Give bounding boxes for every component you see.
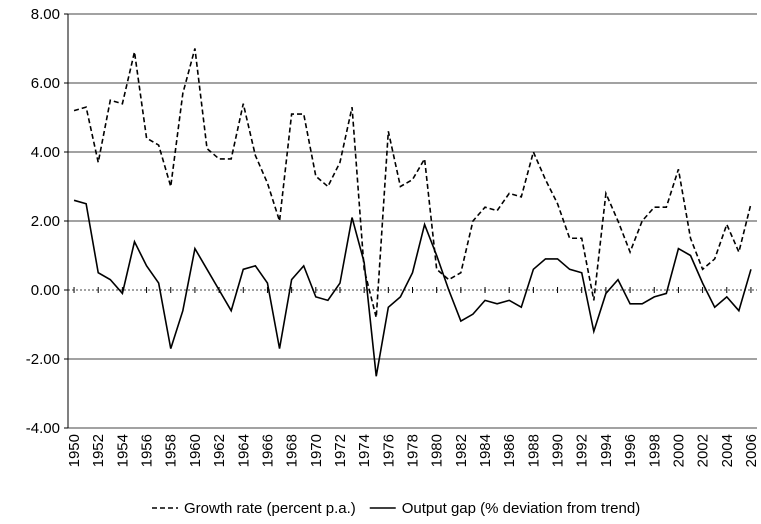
x-tick-label: 1974 [356, 434, 373, 467]
x-tick-label: 1950 [66, 434, 83, 467]
x-tick-label: 1978 [405, 434, 422, 467]
series-line [73, 199, 752, 377]
x-tick-label: 1972 [332, 434, 349, 467]
x-tick-label: 1980 [429, 434, 446, 467]
x-tick-label: 1988 [525, 434, 542, 467]
legend: Growth rate (percent p.a.) Output gap (% … [152, 500, 640, 517]
x-tick-label: 1998 [646, 434, 663, 467]
x-tick-label: 1992 [574, 434, 591, 467]
x-tick-label: 1996 [622, 434, 639, 467]
x-tick-label: 1994 [598, 434, 615, 467]
x-tick-label: 2006 [743, 434, 760, 467]
x-tick-label: 1956 [139, 434, 156, 467]
x-tick-label: 1986 [501, 434, 518, 467]
x-tick-label: 1958 [163, 434, 180, 467]
x-tick-label: 1976 [380, 434, 397, 467]
x-tick-label: 2004 [719, 434, 736, 467]
x-tick-label: 1964 [235, 434, 252, 467]
x-tick-label: 1960 [187, 434, 204, 467]
y-tick-label: 8.00 [31, 6, 60, 23]
x-tick-label: 1982 [453, 434, 470, 467]
y-tick-label: -4.00 [26, 420, 60, 437]
legend-label: Output gap (% deviation from trend) [402, 500, 640, 517]
x-tick-label: 2002 [695, 434, 712, 467]
x-tick-label: 1970 [308, 434, 325, 467]
x-tick-label: 1968 [284, 434, 301, 467]
y-tick-label: -2.00 [26, 351, 60, 368]
y-tick-label: 0.00 [31, 282, 60, 299]
x-tick-label: 1954 [114, 434, 131, 467]
x-tick-label: 1952 [90, 434, 107, 467]
y-tick-label: 4.00 [31, 144, 60, 161]
y-tick-label: 6.00 [31, 75, 60, 92]
x-tick-label: 1966 [259, 434, 276, 467]
x-tick-label: 1962 [211, 434, 228, 467]
series-line [73, 48, 752, 318]
y-tick-label: 2.00 [31, 213, 60, 230]
x-tick-label: 1990 [550, 434, 567, 467]
x-tick-label: 1984 [477, 434, 494, 467]
x-tick-label: 2000 [670, 434, 687, 467]
legend-label: Growth rate (percent p.a.) [184, 500, 356, 517]
